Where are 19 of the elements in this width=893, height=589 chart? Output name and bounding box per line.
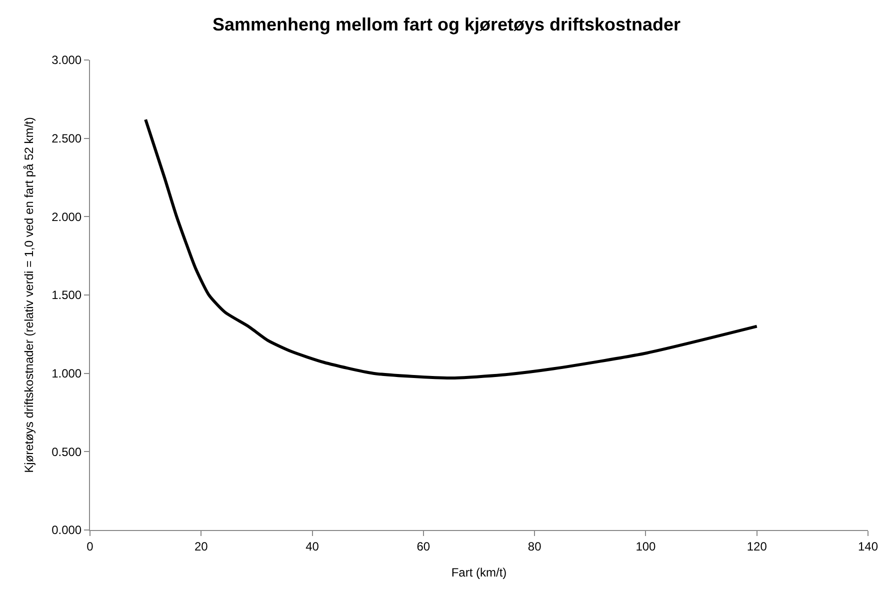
x-tick-label: 80: [528, 539, 542, 554]
y-tick-label: 1.000: [52, 366, 82, 381]
y-tick-label: 3.000: [52, 53, 82, 68]
y-axis-title: Kjøretøys driftskostnader (relativ verdi = 1,0 ved en fart på 52 km/t): [22, 117, 36, 473]
x-tick-label: 100: [636, 539, 656, 554]
y-tick-label: 1.500: [52, 288, 82, 302]
x-tick-label: 60: [416, 539, 430, 554]
line-series: [144, 118, 758, 380]
y-tick-label: 0.000: [52, 523, 82, 538]
x-tick-label: 120: [746, 539, 768, 554]
x-tick-label: 20: [194, 539, 208, 554]
chart-title: Sammenheng mellom fart og kjøretøys driftskostnader: [212, 14, 681, 34]
x-tick-label: 40: [306, 539, 320, 554]
x-tick-label: 0: [86, 539, 94, 554]
y-tick-label: 0.500: [52, 444, 82, 459]
y-tick-label: 2.500: [52, 132, 82, 146]
x-tick-label: 140: [858, 539, 878, 554]
y-tick-label: 2.000: [52, 210, 82, 224]
x-axis-title: Fart (km/t): [451, 565, 507, 580]
